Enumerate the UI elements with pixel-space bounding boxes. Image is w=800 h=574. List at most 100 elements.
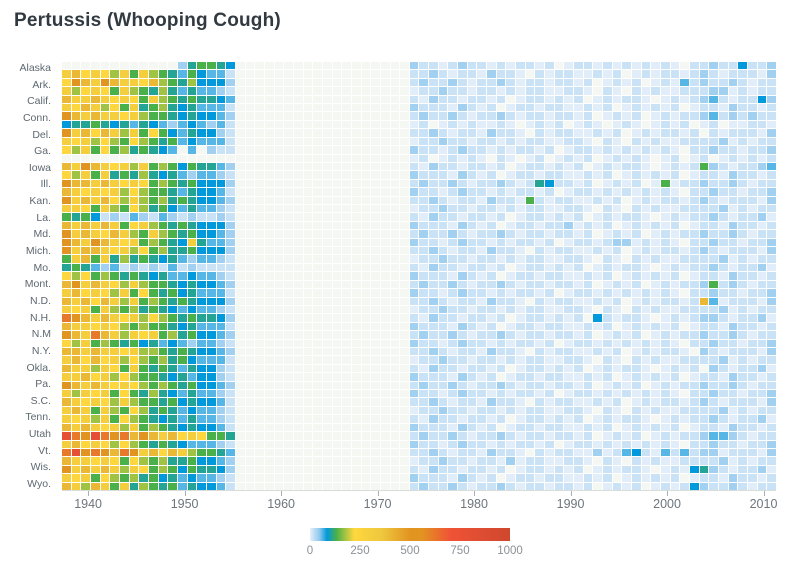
heatmap-cell [390,171,400,179]
heatmap-cell [303,423,313,432]
heatmap-cell [361,322,371,331]
heatmap-cell [361,448,371,457]
heatmap-cell [158,440,168,448]
heatmap-cell [390,305,400,314]
heatmap-cell [313,263,322,272]
heatmap-cell [554,78,564,87]
heatmap-cell [719,247,728,255]
heatmap-cell [709,339,719,347]
heatmap-cell [90,120,100,129]
heatmap-cell [419,415,429,423]
heatmap-cell [525,62,535,70]
heatmap-cell [177,305,187,314]
heatmap-cell [129,314,139,322]
heatmap-cell [245,465,255,474]
heatmap-cell [670,70,680,78]
heatmap-cell [612,272,622,280]
state-label: Conn. [22,111,51,124]
heatmap-cell [71,238,81,247]
heatmap-cell [81,373,90,381]
heatmap-cell [719,137,728,146]
heatmap-cell [100,339,110,347]
heatmap-cell [516,314,525,322]
heatmap-cell [409,356,419,364]
heatmap-cell [293,196,303,204]
heatmap-cell [100,398,110,406]
heatmap-cell [680,347,690,356]
heatmap-cell [506,87,516,95]
heatmap-cell [709,179,719,188]
heatmap-cell [361,415,371,423]
heatmap-cell [235,390,245,398]
heatmap-cell [748,188,757,196]
heatmap-cell [100,162,110,171]
heatmap-cell [255,465,264,474]
heatmap-cell [438,364,448,373]
heatmap-cell [535,221,545,230]
heatmap-cell [516,137,525,146]
heatmap-cell [651,415,661,423]
heatmap-cell [738,390,747,398]
heatmap-cell [429,289,438,297]
heatmap-cell [293,171,303,179]
heatmap-cell [574,415,583,423]
heatmap-cell [699,314,709,322]
heatmap-cell [477,171,487,179]
heatmap-cell [719,305,728,314]
heatmap-cell [506,356,516,364]
heatmap-cell [429,331,438,339]
heatmap-cell [110,129,119,137]
heatmap-cell [458,322,467,331]
heatmap-cell [274,314,284,322]
heatmap-cell [612,62,622,70]
heatmap-cell [699,230,709,238]
heatmap-cell [651,62,661,70]
heatmap-cell [380,474,390,482]
heatmap-cell [90,162,100,171]
heatmap-cell [690,171,699,179]
heatmap-cell [351,247,361,255]
heatmap-cell [62,423,71,432]
heatmap-cell [168,263,177,272]
heatmap-cell [139,112,148,120]
heatmap-cell [409,440,419,448]
heatmap-cell [728,339,738,347]
heatmap-cell [545,263,554,272]
heatmap-cell [477,373,487,381]
heatmap-cell [661,204,670,213]
heatmap-cell [535,129,545,137]
heatmap-cell [380,179,390,188]
heatmap-cell [719,373,728,381]
heatmap-cell [622,289,632,297]
heatmap-cell [274,137,284,146]
heatmap-cell [100,415,110,423]
heatmap-cell [177,373,187,381]
heatmap-cell [661,137,670,146]
heatmap-cell [342,70,351,78]
heatmap-cell [71,432,81,440]
heatmap-cell [293,364,303,373]
heatmap-cell [361,120,371,129]
heatmap-cell [545,280,554,289]
heatmap-cell [690,213,699,221]
heatmap-cell [303,112,313,120]
heatmap-cell [738,289,747,297]
heatmap-cell [187,104,197,112]
heatmap-cell [487,356,496,364]
heatmap-cell [245,230,255,238]
heatmap-cell [168,398,177,406]
heatmap-cell [313,457,322,465]
heatmap-cell [699,398,709,406]
heatmap-cell [216,255,226,263]
heatmap-cell [255,255,264,263]
heatmap-cell [632,432,641,440]
heatmap-cell [235,95,245,104]
heatmap-cell [303,465,313,474]
heatmap-cell [680,289,690,297]
heatmap-cell [390,230,400,238]
heatmap-cell [390,221,400,230]
heatmap-cell [255,448,264,457]
heatmap-cell [603,406,612,415]
heatmap-cell [516,440,525,448]
heatmap-cell [81,171,90,179]
